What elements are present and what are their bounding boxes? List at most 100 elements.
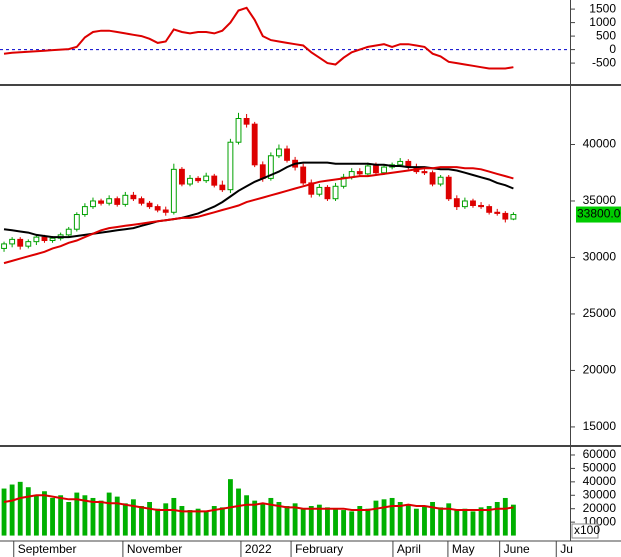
candle-body — [429, 172, 436, 185]
candle-body — [187, 177, 193, 185]
volume-bar — [114, 496, 120, 536]
volume-bar — [486, 506, 492, 536]
candle-body — [364, 165, 371, 175]
candle-body — [324, 186, 331, 200]
candle-body — [203, 175, 210, 182]
volume-bar — [357, 506, 363, 536]
volume-bar — [58, 495, 64, 536]
y-tick-label: 25000 — [583, 306, 617, 320]
last-price-label: 33800.00 — [577, 207, 621, 221]
volume-bar — [365, 508, 371, 536]
x-tick-label: April — [397, 542, 421, 556]
candle-body — [17, 238, 24, 247]
volume-bar — [187, 510, 193, 536]
y-tick-label: 1500 — [589, 1, 616, 15]
y-tick-label: 0 — [609, 42, 616, 56]
candle-body — [437, 176, 444, 185]
candle-body — [90, 200, 96, 208]
volume-bar — [502, 497, 508, 536]
candle-body — [259, 164, 266, 179]
candle-body — [25, 241, 32, 247]
volume-bar — [430, 501, 435, 536]
y-tick-label: 40000 — [583, 137, 617, 151]
series-line — [3, 166, 514, 265]
candle-body — [65, 228, 72, 236]
candle-body — [332, 185, 339, 200]
series-line — [3, 6, 514, 70]
candle-body — [284, 148, 290, 161]
volume-bar — [389, 497, 395, 536]
candle-body — [162, 209, 169, 213]
y-tick-label: 500 — [596, 28, 616, 42]
candle-body — [267, 155, 274, 179]
candle-body — [146, 202, 153, 208]
volume-bar — [349, 511, 355, 536]
x-tick-label: May — [452, 542, 475, 556]
candle-body — [138, 198, 145, 204]
y-tick-label: 40000 — [583, 474, 617, 488]
candle-body — [308, 182, 315, 195]
candle-body — [486, 206, 493, 213]
volume-bar — [478, 507, 484, 536]
y-tick-label: 50000 — [583, 461, 617, 475]
volume-bar — [292, 503, 298, 536]
candle-body — [502, 212, 509, 220]
candle-body — [98, 200, 104, 204]
volume-bar — [413, 508, 419, 536]
last-price-box — [576, 206, 621, 223]
candle-body — [478, 204, 484, 208]
volume-bar — [300, 508, 306, 536]
volume-bar — [252, 500, 258, 536]
x-tick-label: November — [127, 542, 182, 556]
volume-bar — [66, 501, 72, 536]
volume-bar — [203, 511, 209, 536]
volume-bar — [50, 497, 55, 536]
candle-body — [340, 176, 347, 187]
candle-body — [510, 214, 517, 220]
candle-body — [73, 214, 80, 230]
volume-bar — [381, 499, 387, 536]
volume-bar — [195, 508, 201, 536]
unit-label: x100 — [574, 523, 600, 537]
candle-body — [211, 175, 218, 186]
series-line — [3, 494, 514, 513]
y-tick-label: -500 — [592, 55, 616, 69]
candle-body — [235, 118, 242, 143]
volume-bar — [494, 501, 500, 536]
y-tick-label: 15000 — [583, 419, 617, 433]
volume-bar — [422, 506, 427, 536]
unit-box — [571, 523, 599, 539]
volume-bar — [1, 488, 7, 536]
volume-bar — [42, 491, 47, 536]
volume-bar — [82, 495, 88, 536]
volume-bar — [147, 501, 152, 536]
candle-body — [130, 194, 137, 200]
candle-body — [494, 211, 501, 214]
candle-body — [276, 148, 282, 157]
volume-bar — [316, 504, 322, 536]
volume-bar — [446, 503, 452, 536]
candle-body — [49, 237, 56, 242]
y-tick-label: 20000 — [583, 363, 617, 377]
x-tick-label: 2022 — [245, 542, 272, 556]
volume-bar — [155, 508, 161, 536]
volume-bar — [9, 484, 15, 536]
volume-bar — [276, 501, 282, 536]
candle-body — [373, 165, 379, 174]
y-tick-label: 60000 — [583, 447, 617, 461]
candle-body — [227, 141, 234, 191]
volume-bar — [333, 508, 338, 536]
candle-body — [356, 171, 363, 175]
volume-bar — [130, 499, 136, 536]
y-tick-label: 30000 — [583, 250, 617, 264]
volume-bar — [510, 504, 516, 536]
volume-bar — [325, 507, 330, 536]
candle-body — [122, 194, 129, 205]
volume-bar — [211, 506, 217, 536]
candle-body — [1, 243, 7, 249]
x-tick-label: February — [295, 542, 343, 556]
volume-bar — [33, 495, 39, 536]
candle-body — [41, 236, 48, 242]
volume-bar — [308, 506, 314, 536]
